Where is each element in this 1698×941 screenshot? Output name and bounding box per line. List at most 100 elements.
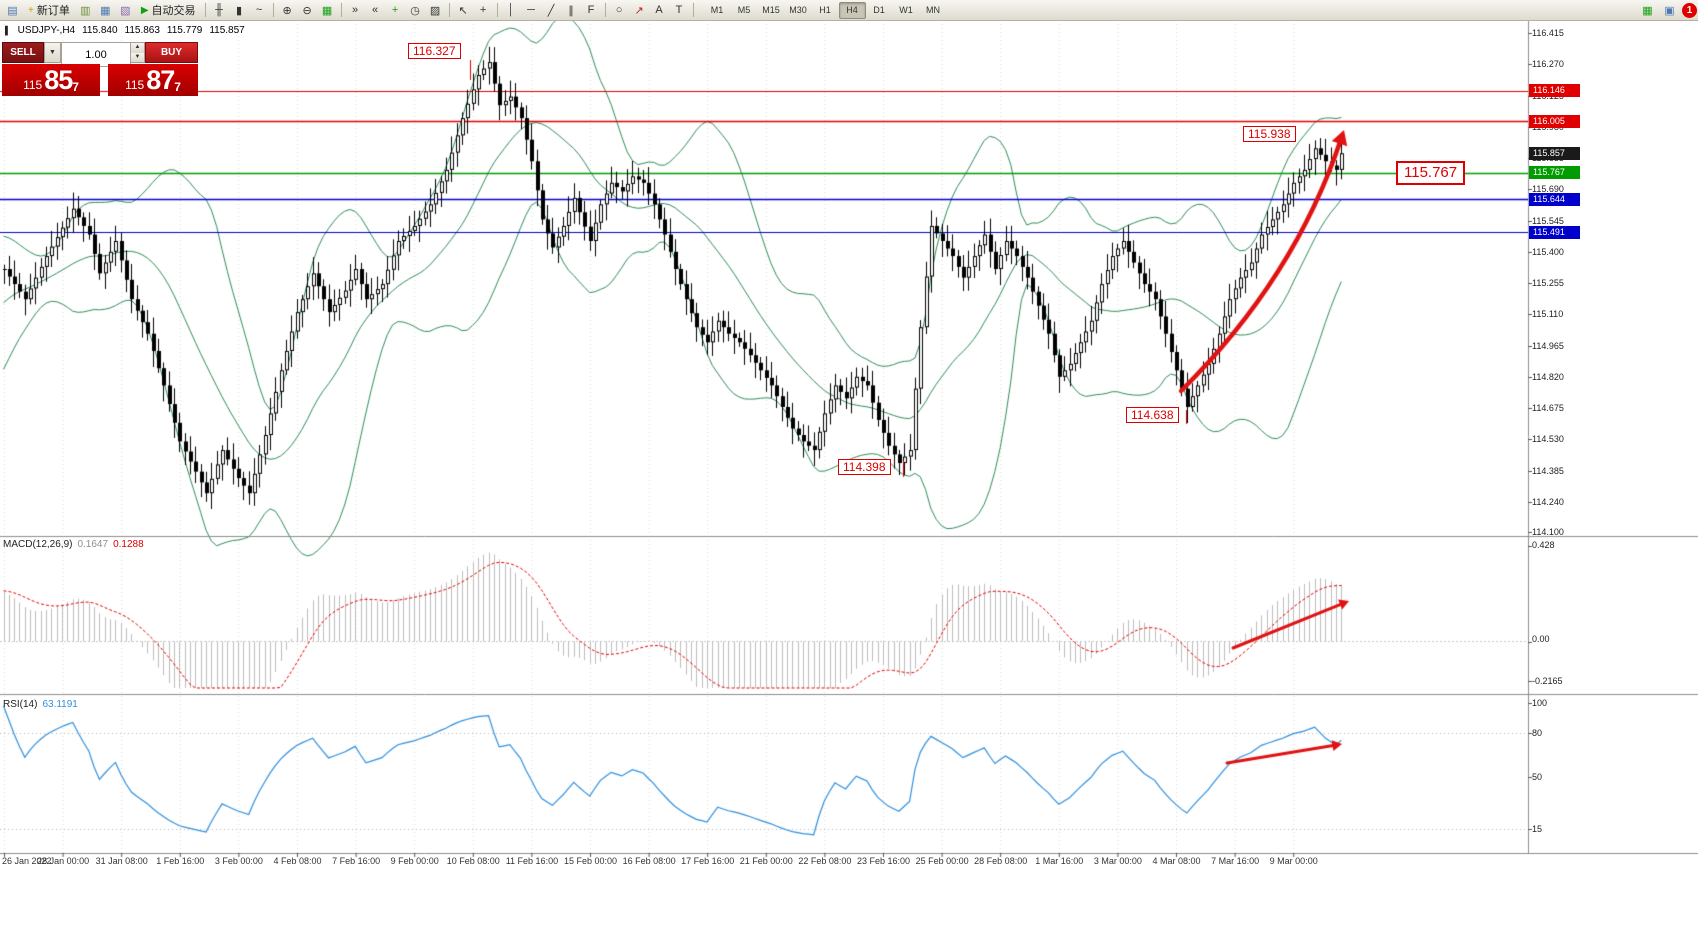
macd-axis-label: 0.00 [1532, 634, 1550, 644]
sell-price-pips: 85 [44, 65, 73, 95]
time-axis-label: 3 Feb 00:00 [214, 856, 263, 866]
timeframe-m15[interactable]: M15 [762, 5, 780, 15]
trendline-icon[interactable]: ╱ [547, 4, 555, 17]
chart-shift-icon[interactable]: « [371, 4, 379, 16]
time-axis-label: 4 Mar 08:00 [1152, 856, 1201, 866]
toolbar-separator [272, 3, 274, 17]
new-order-button-label: 新订单 [36, 5, 70, 17]
window-icon[interactable]: ▣ [1664, 4, 1675, 17]
time-axis-label: 28 Feb 08:00 [974, 856, 1028, 866]
text-label-icon[interactable]: T [675, 4, 683, 16]
buy-button[interactable]: BUY [145, 42, 198, 63]
lot-size-stepper[interactable]: ▲ ▼ [131, 42, 145, 63]
price-tag: 115.644 [1529, 192, 1580, 206]
navigator-icon[interactable]: ▧ [120, 4, 131, 17]
timeframe-h1[interactable]: H1 [819, 5, 831, 15]
symbol-low: 115.779 [166, 25, 203, 36]
macd-axis-label: 0.428 [1532, 540, 1555, 550]
arrow-object-icon[interactable]: ↗ [634, 4, 644, 17]
profiles-icon[interactable]: ▥ [80, 4, 91, 17]
rsi-axis-label: 80 [1532, 727, 1543, 738]
toolbar-separator [496, 3, 498, 17]
time-axis-label: 16 Feb 08:00 [622, 856, 676, 866]
buy-price-button[interactable]: 115 87 7 [108, 64, 198, 96]
vertical-line-icon[interactable]: │ [507, 4, 515, 16]
price-annotation[interactable]: 115.767 [1396, 161, 1466, 185]
zoom-out-icon[interactable]: ⊖ [302, 4, 312, 17]
grid-icon[interactable]: ▦ [1642, 4, 1653, 17]
horizontal-line-icon[interactable]: ─ [527, 4, 535, 16]
symbol-high: 115.863 [124, 25, 160, 36]
price-axis-label: 114.530 [1532, 434, 1564, 445]
new-order-button[interactable]: + 新订单 [23, 2, 75, 19]
autotrading-button-label: 自动交易 [151, 5, 196, 17]
crosshair-icon[interactable]: + [479, 4, 487, 16]
time-axis-label: 7 Feb 16:00 [332, 856, 381, 866]
timeframe-h4[interactable]: H4 [838, 1, 866, 19]
timeframe-toolbar: M1 M5 M15 M30 H1 H4 D1 W1 MN [704, 1, 947, 19]
tile-windows-icon[interactable]: ▦ [321, 4, 333, 17]
symbol-info-bar: ▌ USDJPY-,H4 115.840 115.863 115.779 115… [5, 25, 245, 36]
lot-size-input[interactable] [61, 42, 131, 67]
price-axis-label: 116.415 [1532, 28, 1564, 38]
sell-dropdown-icon[interactable]: ▼ [44, 42, 61, 63]
price-annotation[interactable]: 116.327 [408, 43, 461, 59]
cursor-icon[interactable]: ↖ [458, 4, 468, 17]
notification-badge[interactable]: 1 [1682, 2, 1697, 18]
periods-icon[interactable]: ◷ [410, 4, 420, 17]
toolbar-separator [692, 3, 694, 17]
toolbar-separator [204, 3, 206, 17]
macd-main-value: 0.1647 [77, 539, 109, 550]
sell-button[interactable]: SELL [2, 42, 44, 63]
rsi-axis-label: 100 [1532, 698, 1548, 708]
rsi-indicator-label: RSI(14) 63.1191 [3, 699, 78, 710]
rsi-axis-label: 50 [1532, 772, 1543, 782]
line-chart-icon[interactable]: ~ [255, 4, 263, 16]
price-tag: 115.491 [1529, 225, 1580, 239]
price-tag: 115.767 [1529, 166, 1580, 180]
shapes-icon[interactable]: ○ [615, 4, 623, 16]
time-axis-label: 26 Jan 2022 [2, 856, 52, 866]
timeframe-d1[interactable]: D1 [873, 5, 885, 15]
templates-icon[interactable]: ▨ [429, 4, 441, 17]
price-axis-label: 114.240 [1532, 496, 1564, 507]
time-axis-label: 10 Feb 08:00 [446, 856, 500, 866]
symbol-open: 115.840 [82, 25, 118, 36]
one-click-trading-panel: SELL ▼ ▲ ▼ BUY 115 85 7 115 87 7 [2, 42, 198, 96]
text-icon[interactable]: A [655, 4, 663, 16]
timeframe-m30[interactable]: M30 [789, 5, 807, 15]
zoom-in-icon[interactable]: ⊕ [282, 4, 292, 17]
bar-chart-icon[interactable]: ╫ [215, 4, 223, 16]
autotrading-button[interactable]: ▶ 自动交易 [136, 2, 201, 19]
sell-price-button[interactable]: 115 85 7 [2, 64, 100, 96]
time-axis-label: 9 Feb 00:00 [390, 856, 439, 866]
price-annotation[interactable]: 114.638 [1126, 407, 1179, 423]
time-axis-label: 21 Feb 00:00 [739, 856, 793, 866]
price-annotation[interactable]: 115.938 [1243, 126, 1296, 142]
price-annotation[interactable]: 114.398 [838, 459, 891, 475]
timeframe-w1[interactable]: W1 [899, 5, 913, 15]
channel-icon[interactable]: ∥ [568, 4, 574, 17]
auto-scroll-icon[interactable]: » [351, 4, 359, 16]
chart-window-icon[interactable]: ▤ [7, 4, 18, 17]
fibonacci-icon[interactable]: F [587, 4, 595, 16]
candlestick-chart-icon[interactable]: ▮ [236, 4, 243, 17]
price-axis-label: 115.400 [1532, 246, 1564, 257]
lot-up-icon[interactable]: ▲ [131, 43, 144, 53]
market-watch-icon[interactable]: ▦ [100, 4, 111, 17]
timeframe-mn[interactable]: MN [926, 5, 941, 15]
price-axis-label: 116.270 [1532, 59, 1564, 70]
macd-indicator-label: MACD(12,26,9) 0.1647 0.1288 [3, 539, 144, 550]
rsi-axis-label: 15 [1532, 823, 1543, 834]
timeframe-m1[interactable]: M1 [710, 5, 724, 15]
indicators-icon[interactable]: + [391, 4, 399, 16]
rsi-name: RSI(14) [3, 699, 38, 710]
timeframe-m5[interactable]: M5 [737, 5, 751, 15]
toolbar-separator [448, 3, 450, 17]
lot-down-icon[interactable]: ▼ [131, 52, 144, 62]
toolbar-right: ▦ ▣ 1 [1638, 2, 1698, 18]
price-tag: 115.857 [1529, 146, 1580, 160]
time-axis-label: 3 Mar 00:00 [1093, 856, 1142, 866]
